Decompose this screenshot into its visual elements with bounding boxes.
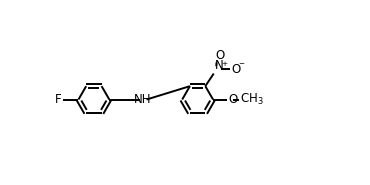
Text: F: F bbox=[55, 93, 62, 106]
Text: O: O bbox=[228, 93, 237, 106]
Text: CH$_3$: CH$_3$ bbox=[240, 92, 264, 107]
Text: O: O bbox=[215, 49, 224, 62]
Text: $^-$: $^-$ bbox=[237, 61, 246, 71]
Text: $^+$: $^+$ bbox=[220, 61, 229, 71]
Text: NH: NH bbox=[134, 93, 152, 106]
Text: N: N bbox=[215, 59, 223, 72]
Text: O: O bbox=[232, 63, 241, 75]
